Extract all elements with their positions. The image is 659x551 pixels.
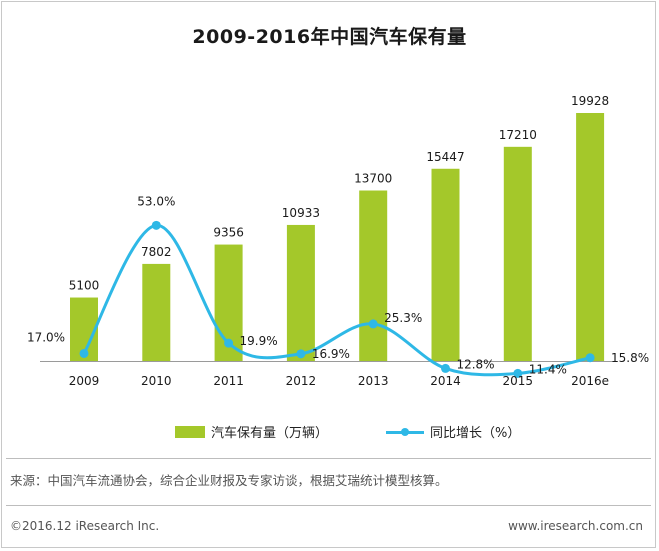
growth-value-label: 15.8% <box>611 351 649 365</box>
legend-item-bar: 汽车保有量（万辆） <box>175 422 328 441</box>
chart-legend: 汽车保有量（万辆） 同比增长（%） <box>0 422 659 442</box>
x-tick-label: 2014 <box>430 374 461 388</box>
growth-point-2010 <box>151 220 161 230</box>
growth-point-2011 <box>224 338 234 348</box>
pct-labels-group: 17.0% 53.0% 19.9% 16.9% 25.3% 12.8% 11.4% 15.8% <box>27 194 649 376</box>
bar-2014 <box>431 168 460 361</box>
growth-value-label: 19.9% <box>240 334 278 348</box>
legend-label-line: 同比增长（%） <box>430 426 521 441</box>
growth-value-label: 16.9% <box>312 347 350 361</box>
bar-value-label: 10933 <box>282 206 320 220</box>
legend-label-bar: 汽车保有量（万辆） <box>211 426 329 441</box>
bar-value-label: 17210 <box>499 128 537 142</box>
x-tick-label: 2016e <box>571 374 609 388</box>
bar-labels-group: 5100 7802 9356 10933 13700 15447 17210 19928 <box>69 94 609 293</box>
x-tick-label: 2015 <box>503 374 534 388</box>
legend-item-line: 同比增长（%） <box>386 422 520 441</box>
growth-point-2012 <box>296 349 306 359</box>
x-tick-label: 2011 <box>213 374 244 388</box>
growth-value-label: 25.3% <box>384 311 422 325</box>
divider <box>6 458 651 459</box>
growth-value-label: 12.8% <box>456 357 494 371</box>
growth-value-label: 11.4% <box>529 362 567 376</box>
growth-point-2013 <box>368 319 378 329</box>
legend-bar-swatch <box>175 425 205 438</box>
growth-point-2015 <box>513 368 523 378</box>
x-ticks-group: 2009 2010 2011 2012 2013 2014 2015 2016e <box>69 374 609 388</box>
chart-title: 2009-2016年中国汽车保有量 <box>192 26 467 48</box>
bar-value-label: 7802 <box>141 245 172 259</box>
website-link[interactable]: www.iresearch.com.cn <box>508 519 643 533</box>
bar-value-label: 15447 <box>426 150 464 164</box>
x-tick-label: 2009 <box>69 374 100 388</box>
bar-2016e <box>576 113 605 361</box>
bars-group <box>70 113 605 361</box>
bar-2015 <box>503 146 532 361</box>
bar-value-label: 9356 <box>213 226 244 240</box>
bar-value-label: 5100 <box>69 279 100 293</box>
bar-value-label: 13700 <box>354 172 392 186</box>
source-note: 来源：中国汽车流通协会，综合企业财报及专家访谈，根据艾瑞统计模型核算。 <box>10 473 448 488</box>
copyright-text: ©2016.12 iResearch Inc. <box>10 519 160 533</box>
x-tick-label: 2012 <box>286 374 317 388</box>
growth-value-label: 17.0% <box>27 330 65 344</box>
points-group <box>79 220 595 378</box>
growth-point-2014 <box>441 363 450 373</box>
legend-line-swatch <box>386 426 424 438</box>
bar-2010 <box>142 263 171 361</box>
bar-2013 <box>359 190 388 361</box>
growth-point-2009 <box>79 348 89 358</box>
growth-point-2016e <box>585 353 595 363</box>
divider <box>6 505 651 506</box>
bar-2012 <box>286 224 315 361</box>
x-tick-label: 2013 <box>358 374 389 388</box>
growth-value-label: 53.0% <box>137 194 175 208</box>
x-tick-label: 2010 <box>141 374 172 388</box>
bar-value-label: 19928 <box>571 94 609 108</box>
